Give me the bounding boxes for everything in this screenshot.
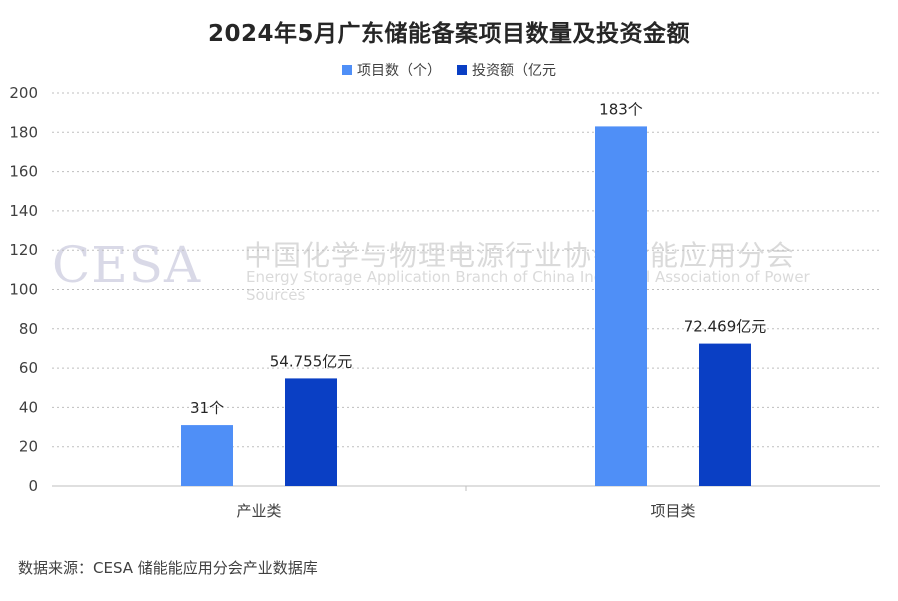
- watermark-cn: 中国化学与物理电源行业协会储能应用分会: [244, 239, 796, 272]
- y-tick-label: 140: [9, 202, 38, 220]
- y-tick-label: 120: [9, 241, 38, 259]
- legend: 项目数（个） 投资额（亿元: [0, 60, 898, 80]
- legend-swatch-series-1: [342, 65, 352, 75]
- bar-1-1: [181, 425, 233, 486]
- legend-label-series-1: 项目数（个）: [357, 63, 441, 79]
- y-tick-label: 60: [19, 359, 38, 377]
- y-tick-label: 160: [9, 163, 38, 181]
- data-label: 72.469亿元: [684, 318, 767, 336]
- watermark: CESA 中国化学与物理电源行业协会储能应用分会 Energy Storage …: [52, 232, 852, 304]
- source-note: 数据来源：CESA 储能能应用分会产业数据库: [18, 559, 318, 577]
- y-tick-label: 80: [19, 320, 38, 338]
- watermark-en: Energy Storage Application Branch of Chi…: [246, 268, 810, 304]
- bar-2-1: [285, 378, 337, 486]
- bar-2-2: [699, 343, 751, 486]
- data-label: 31个: [190, 399, 224, 417]
- legend-item-series-2[interactable]: 投资额（亿元: [457, 60, 556, 80]
- y-tick-label: 100: [9, 281, 38, 299]
- data-label: 54.755亿元: [270, 352, 353, 370]
- legend-swatch-series-2: [457, 65, 467, 75]
- y-tick-label: 200: [9, 84, 38, 102]
- data-label: 183个: [599, 100, 643, 118]
- y-tick-label: 0: [28, 477, 38, 495]
- watermark-logo: CESA: [52, 236, 202, 294]
- bar-1-2: [595, 126, 647, 486]
- y-tick-label: 180: [9, 123, 38, 141]
- y-tick-label: 40: [19, 398, 38, 416]
- x-category-label: 项目类: [650, 502, 695, 520]
- legend-label-series-2: 投资额（亿元: [472, 63, 556, 79]
- x-category-label: 产业类: [236, 502, 281, 520]
- legend-item-series-1[interactable]: 项目数（个）: [342, 60, 441, 80]
- y-tick-label: 20: [19, 438, 38, 456]
- chart-title: 2024年5月广东储能备案项目数量及投资金额: [207, 21, 691, 47]
